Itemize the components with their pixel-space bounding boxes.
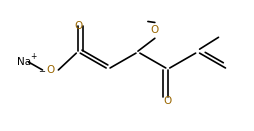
Text: O: O	[150, 25, 158, 35]
Text: O: O	[46, 65, 54, 75]
Text: +: +	[30, 52, 37, 61]
Text: O: O	[163, 96, 171, 106]
Text: Na: Na	[17, 57, 31, 67]
Text: methoxy: methoxy	[150, 11, 156, 13]
Text: O: O	[74, 21, 82, 31]
Text: −: −	[38, 67, 45, 76]
